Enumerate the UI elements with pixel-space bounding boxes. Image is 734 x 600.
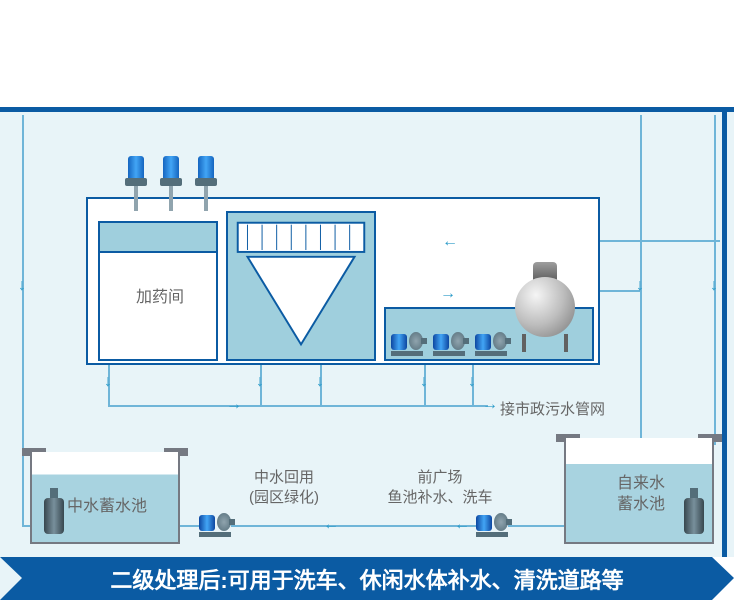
flow-arrow: ← — [454, 517, 470, 533]
clarifier — [226, 211, 376, 361]
pipe — [508, 525, 568, 527]
mixer-motor — [195, 156, 217, 211]
flow-arrow: ↓ — [710, 278, 718, 294]
flow-arrow: → — [440, 286, 456, 302]
pipe — [600, 290, 640, 292]
pump-icon — [476, 513, 508, 537]
pump-icon — [475, 332, 507, 356]
submersible-pump-icon — [684, 498, 704, 534]
flow-arrow: ↓ — [256, 374, 264, 390]
pipe — [231, 525, 476, 527]
plaza-label-2: 鱼池补水、洗车 — [370, 488, 510, 508]
flow-arrow: → — [226, 397, 242, 413]
filter-vessel — [510, 262, 580, 352]
banner: 二级处理后:可用于洗车、休闲水体补水、清洗道路等 — [0, 557, 734, 600]
border-top — [0, 107, 734, 112]
flow-arrow: ← — [442, 234, 458, 250]
flow-arrow: ↓ — [420, 374, 428, 390]
flow-arrow: ↓ — [104, 374, 112, 390]
dosing-label: 加药间 — [100, 283, 220, 307]
border-right — [722, 107, 727, 557]
plaza-label-1: 前广场 — [370, 468, 510, 488]
pipe — [600, 240, 720, 242]
sewer-label: 接市政污水管网 — [500, 398, 650, 419]
reuse-label-1: 中水回用 — [234, 468, 334, 488]
flow-arrow: ↓ — [636, 278, 644, 294]
flow-arrow: ↓ — [316, 374, 324, 390]
pipe — [22, 115, 24, 525]
pump-icon — [199, 513, 231, 537]
banner-text: 二级处理后:可用于洗车、休闲水体补水、清洗道路等 — [110, 563, 623, 595]
pipe — [108, 405, 488, 407]
flow-arrow: ← — [323, 517, 339, 533]
flow-arrow: ↓ — [18, 278, 26, 294]
flow-arrow: ↓ — [468, 374, 476, 390]
background-upper — [0, 0, 734, 107]
pump-icon — [391, 332, 423, 356]
dosing-room: 加药间 — [98, 251, 218, 361]
mixer-motor — [125, 156, 147, 211]
mixer-motor — [160, 156, 182, 211]
submersible-pump-icon — [44, 498, 64, 534]
flow-arrow: → — [482, 397, 498, 413]
reuse-label-2: (园区绿化) — [234, 488, 334, 508]
pump-icon — [433, 332, 465, 356]
